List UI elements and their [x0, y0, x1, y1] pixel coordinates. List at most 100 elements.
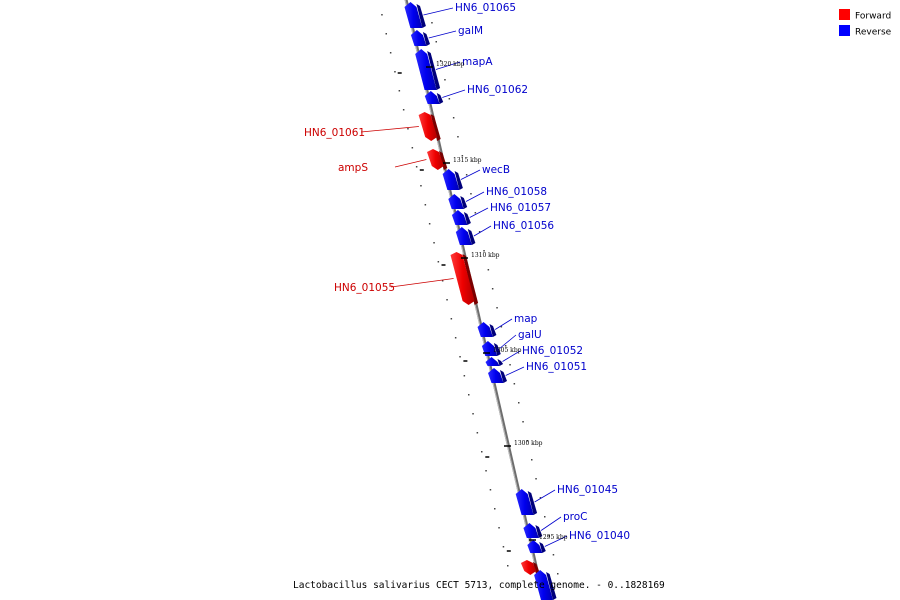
gene-body	[485, 357, 500, 366]
tick-dot	[496, 307, 498, 309]
gene-label: HN6_01058	[486, 186, 547, 198]
gene-shadow	[497, 359, 504, 366]
gene-unlabeled	[534, 570, 557, 600]
tick-dot	[433, 242, 435, 244]
gene-body	[442, 169, 460, 190]
gene-shadow	[467, 229, 476, 245]
gene-HN6_01040: HN6_01040	[527, 530, 630, 553]
tick-dot	[526, 440, 529, 442]
tick-dot	[483, 250, 485, 252]
tick-dot	[500, 326, 503, 328]
gene-body	[427, 149, 444, 170]
tick-dot	[472, 413, 474, 415]
scale-label: 1295 kbp	[539, 534, 568, 541]
gene-body	[448, 194, 464, 209]
tick-dot	[446, 299, 448, 301]
tick-dot	[485, 470, 487, 472]
gene-label: wecB	[482, 164, 510, 176]
tick-dot	[452, 117, 455, 119]
gene-wecB: wecB	[442, 164, 510, 190]
tick-dot	[548, 535, 550, 537]
tick-dot	[557, 573, 559, 575]
gene-body	[515, 489, 534, 515]
tick-dot	[470, 193, 472, 195]
tick-dot	[415, 166, 418, 168]
tick-dot	[468, 394, 470, 396]
gene-HN6_01056: HN6_01056	[455, 220, 554, 245]
tick-dot	[509, 364, 511, 366]
gene-label: map	[514, 313, 538, 325]
gene-shadow	[527, 491, 538, 515]
tick-dot	[402, 109, 405, 111]
gene-HN6_01051: HN6_01051	[488, 361, 587, 383]
gene-leader-line	[469, 207, 489, 218]
tick-marks	[381, 14, 559, 575]
gene-leader-line	[435, 61, 461, 70]
gene-shadow	[462, 254, 479, 305]
gene-body	[410, 30, 427, 46]
tick-dot	[552, 554, 555, 556]
tick-dot	[531, 459, 533, 461]
tick-dot	[489, 489, 492, 491]
tick-dot	[394, 71, 396, 73]
gene-leader-line	[428, 30, 457, 39]
tick-dot	[474, 212, 477, 214]
scale-label: 1305 kbp	[493, 347, 522, 354]
gene-label: galU	[518, 329, 542, 341]
tick-dot	[437, 261, 440, 263]
tick-dot	[478, 231, 481, 233]
gene-label: HN6_01061	[304, 127, 365, 139]
gene-shadow	[539, 542, 546, 553]
gene-body	[527, 540, 543, 553]
tick-dot	[444, 79, 446, 81]
gene-body	[520, 560, 537, 575]
tick-dot	[461, 155, 464, 157]
gene-body	[523, 523, 539, 538]
legend-reverse-swatch	[839, 25, 850, 36]
gene-map: map	[477, 313, 538, 337]
tick-dot	[389, 52, 392, 54]
legend-forward-label: Forward	[855, 12, 891, 22]
tick-dot	[518, 402, 520, 404]
gene-leader-line	[465, 191, 485, 202]
gene-body	[451, 210, 468, 225]
legend: Forward Reverse	[839, 9, 892, 38]
gene-shadow	[436, 93, 444, 104]
tick-dot	[459, 356, 461, 358]
gene-HN6_01052: HN6_01052	[485, 345, 583, 366]
tick-dot	[535, 478, 537, 480]
tick-dot	[398, 90, 401, 92]
gene-label: galM	[458, 25, 483, 37]
gene-leader-line	[390, 278, 454, 288]
gene-label: HN6_01057	[490, 202, 551, 214]
gene-label: proC	[563, 511, 588, 523]
gene-label: HN6_01040	[569, 530, 630, 542]
gene-leader-line	[423, 7, 454, 16]
tick-dot	[448, 98, 451, 100]
gene-label: HN6_01045	[557, 484, 618, 496]
gene-leader-line	[494, 318, 513, 330]
tick-dot	[428, 223, 431, 225]
gene-shadow	[500, 370, 507, 383]
tick-dot	[454, 337, 457, 339]
tick-dot	[491, 288, 494, 290]
scale-label: 1315 kbp	[453, 157, 482, 164]
gene-mapA: mapA	[415, 49, 493, 90]
tick-dot	[507, 565, 509, 567]
gene-HN6_01061: HN6_01061	[304, 112, 441, 141]
tick-dot	[424, 204, 427, 206]
gene-leader-line	[534, 489, 556, 503]
gene-label: mapA	[462, 56, 493, 68]
tick-dot	[385, 33, 387, 35]
gene-shadow	[439, 151, 448, 170]
gene-leader-line	[502, 350, 521, 362]
tick-dot	[435, 41, 437, 43]
legend-forward-swatch	[839, 9, 850, 20]
tick-dot	[476, 432, 479, 434]
gene-shadow	[489, 324, 497, 337]
gene-label: HN6_01065	[455, 2, 516, 14]
tick-dot	[465, 174, 468, 176]
tick-dot	[431, 22, 433, 24]
gene-leader-line	[499, 334, 517, 349]
